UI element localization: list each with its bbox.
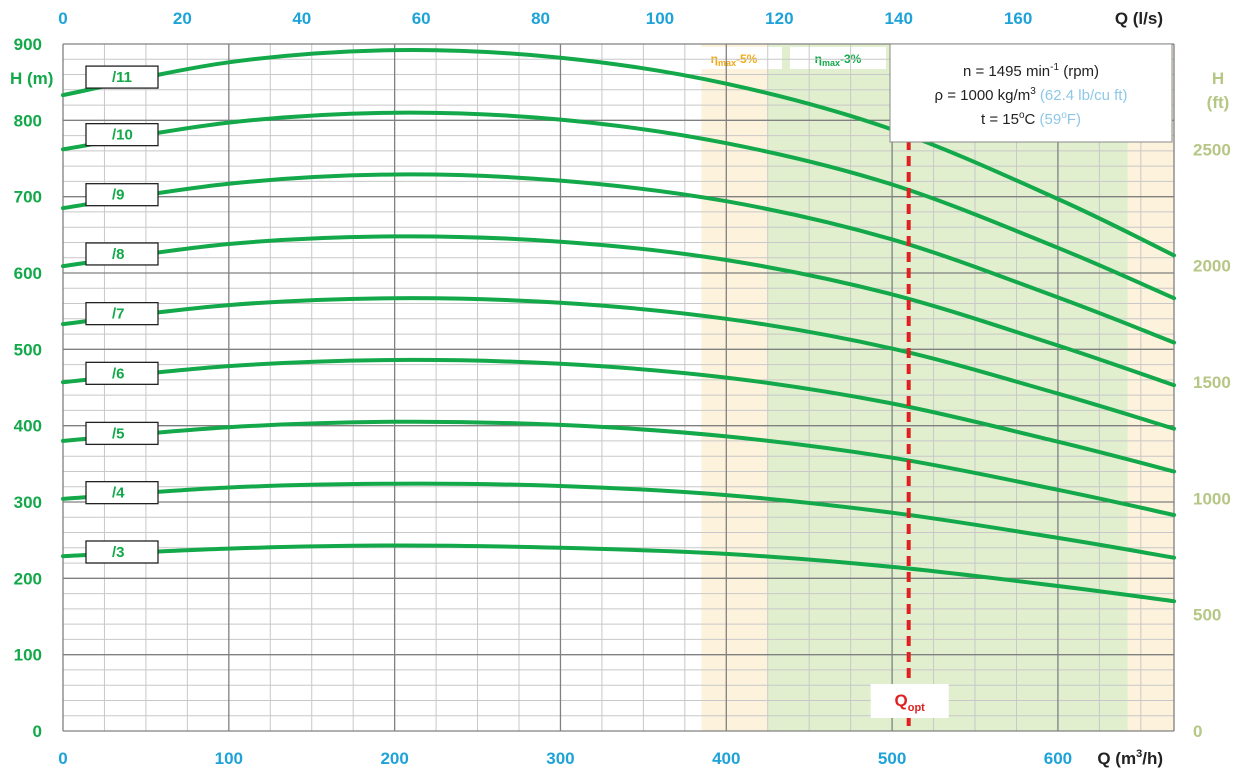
curve-label: /6 (112, 365, 125, 382)
x-top-tick-label: 80 (531, 9, 550, 28)
y-tick-label: 100 (14, 646, 42, 665)
head-curves (61, 47, 1176, 604)
x-tick-label: 100 (215, 749, 243, 768)
curve-label: /4 (112, 485, 125, 502)
head-curve-7 (61, 296, 1176, 431)
x-top-tick-label: 40 (292, 9, 311, 28)
x-axis-title-main: Q (m (1097, 749, 1136, 768)
x-axis-title: Q (m3/h) (1097, 748, 1163, 768)
y-right-axis-title-line2: (ft) (1207, 93, 1230, 112)
x-top-tick-label: 60 (412, 9, 431, 28)
band-eta-3-label-box (790, 47, 886, 69)
x-top-tick-label: 100 (646, 9, 674, 28)
head-curve-4 (61, 481, 1176, 560)
x-tick-label: 0 (58, 749, 67, 768)
curve-label: /9 (112, 187, 125, 204)
head-curve-8 (61, 234, 1176, 388)
y-tick-label: 800 (14, 111, 42, 130)
curve-label-box (85, 122, 159, 147)
y-right-tick-label: 1500 (1193, 373, 1231, 392)
y-tick-label: 200 (14, 569, 42, 588)
operating-conditions-box: n = 1495 min-1 (rpm) ρ = 1000 kg/m3 (62.… (889, 43, 1173, 143)
q-opt-label-sub: opt (908, 702, 925, 714)
curve-label: /5 (112, 425, 125, 442)
x-top-axis-title: Q (l/s) (1115, 9, 1163, 28)
y-right-axis-title-line1: H (1212, 69, 1224, 88)
curve-label: /7 (112, 306, 125, 323)
curve-label: /11 (112, 69, 132, 86)
chart-grid (62, 43, 1175, 732)
y-right-tick-label: 2000 (1193, 257, 1231, 276)
head-curve-6 (61, 357, 1176, 474)
y-tick-label: 0 (33, 722, 42, 741)
curve-label: /10 (112, 127, 133, 144)
curve-labels: /11/10/9/8/7/6/5/4/3 (85, 65, 159, 564)
x-top-tick-label: 120 (765, 9, 793, 28)
q-opt-label-box (870, 684, 949, 718)
x-tick-label: 500 (878, 749, 906, 768)
x-axis-title-sup: 3 (1136, 748, 1142, 760)
x-top-tick-label: 160 (1004, 9, 1032, 28)
speed-text: n = 1495 min-1 (rpm) (963, 62, 1099, 80)
y-tick-label: 700 (14, 188, 42, 207)
q-opt-label-q: Q (895, 691, 908, 710)
curve-label-box (85, 65, 159, 89)
y-tick-label: 900 (14, 35, 42, 54)
band-eta-5-label-sub: max (718, 58, 736, 68)
band-eta-5-label-box (686, 47, 782, 69)
curve-label-box (85, 361, 159, 385)
x-top-tick-label: 140 (885, 9, 913, 28)
x-tick-label: 200 (380, 749, 408, 768)
head-curve-9 (61, 172, 1176, 345)
y-axis-title: H (m) (10, 69, 53, 88)
q-opt-marker: Qopt (870, 140, 949, 731)
curve-label-box (85, 242, 159, 266)
y-right-tick-label: 1000 (1193, 489, 1231, 508)
curve-label: /3 (112, 544, 125, 561)
curve-label-box (85, 421, 159, 446)
y-tick-label: 400 (14, 417, 42, 436)
x-tick-label: 300 (546, 749, 574, 768)
y-tick-label: 600 (14, 264, 42, 283)
x-tick-label: 400 (712, 749, 740, 768)
curve-label: /8 (112, 246, 125, 263)
head-curve-3 (61, 543, 1176, 604)
info-box-frame (889, 43, 1173, 143)
band-eta-3-label-sub: max (822, 58, 840, 68)
head-curve-10 (61, 110, 1176, 301)
head-curve-5 (61, 419, 1176, 517)
temperature-text: t = 15oC (59oF) (981, 110, 1081, 128)
x-tick-label: 600 (1044, 749, 1072, 768)
efficiency-bands: ηmax-5%ηmax-3% (686, 44, 1174, 731)
curve-label-box (85, 540, 159, 564)
band-eta-3 (767, 44, 1128, 731)
curve-label-box (85, 480, 159, 505)
y-tick-label: 500 (14, 340, 42, 359)
y-right-tick-label: 500 (1193, 606, 1221, 625)
curve-label-box (85, 183, 159, 207)
density-text: ρ = 1000 kg/m3 (62.4 lb/cu ft) (935, 86, 1128, 104)
curve-label-box (85, 301, 159, 326)
head-curve-11 (61, 47, 1176, 258)
q-opt-label: Qopt (895, 691, 926, 714)
y-tick-label: 300 (14, 493, 42, 512)
x-top-tick-label: 0 (58, 9, 67, 28)
y-right-tick-label: 0 (1193, 722, 1202, 741)
x-axis-title-tail: /h) (1142, 749, 1163, 768)
y-right-tick-label: 2500 (1193, 140, 1231, 159)
x-top-tick-label: 20 (173, 9, 192, 28)
